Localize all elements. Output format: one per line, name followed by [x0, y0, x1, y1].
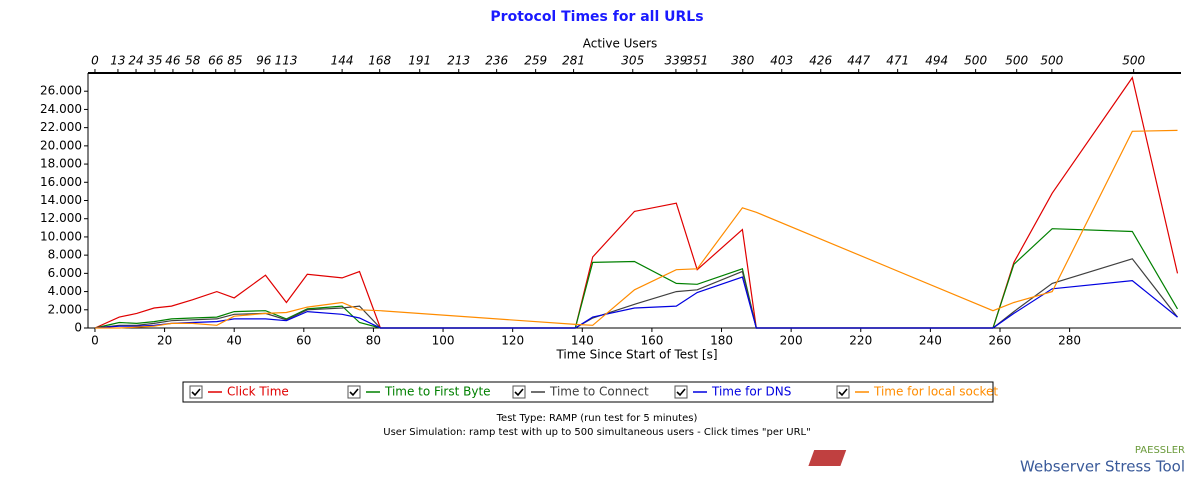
- top-tick-label: 500: [1122, 54, 1145, 68]
- x-tick-label: 60: [296, 334, 311, 348]
- top-tick-label: 403: [770, 54, 793, 68]
- top-tick-label: 236: [485, 54, 508, 68]
- top-tick-label: 0: [91, 54, 99, 68]
- x-tick-label: 160: [640, 334, 663, 348]
- logo: PAESSLER Webserver Stress Tool: [808, 445, 1185, 476]
- top-tick-label: 281: [562, 54, 585, 68]
- legend-label: Time for DNS: [711, 385, 791, 399]
- top-tick-label: 144: [331, 54, 354, 68]
- top-tick-label: 305: [621, 54, 644, 68]
- top-axis-title: Active Users: [583, 37, 658, 51]
- y-tick-label: 0: [74, 321, 82, 335]
- series-line: [95, 259, 1178, 328]
- legend-label: Time to First Byte: [384, 385, 491, 399]
- y-tick-label: 22.000: [40, 120, 82, 134]
- y-tick-label: 12.000: [40, 211, 82, 225]
- footnote: User Simulation: ramp test with up to 50…: [383, 427, 810, 438]
- top-tick-label: 113: [275, 54, 298, 68]
- legend-label: Time for local socket: [873, 385, 998, 399]
- x-tick-label: 80: [366, 334, 381, 348]
- x-axis-title: Time Since Start of Test [s]: [555, 348, 717, 362]
- x-tick-label: 100: [432, 334, 455, 348]
- top-tick-label: 24: [128, 54, 143, 68]
- series-line: [95, 130, 1178, 328]
- x-tick-label: 220: [849, 334, 872, 348]
- legend-checkbox[interactable]: [837, 386, 849, 398]
- x-tick-label: 20: [157, 334, 172, 348]
- top-tick-label: 168: [368, 54, 391, 68]
- series-line: [95, 78, 1178, 328]
- brand: PAESSLER: [1135, 445, 1185, 456]
- top-tick-label: 259: [524, 54, 547, 68]
- x-tick-label: 140: [571, 334, 594, 348]
- x-tick-label: 0: [91, 334, 99, 348]
- logo-icon: [808, 450, 846, 466]
- top-tick-label: 426: [809, 54, 832, 68]
- y-tick-label: 10.000: [40, 229, 82, 243]
- y-tick-label: 2.000: [48, 302, 82, 316]
- top-tick-label: 339: [664, 54, 687, 68]
- top-tick-label: 500: [1005, 54, 1028, 68]
- y-tick-label: 18.000: [40, 157, 82, 171]
- x-tick-label: 180: [710, 334, 733, 348]
- x-tick-label: 280: [1058, 334, 1081, 348]
- y-tick-label: 6.000: [48, 266, 82, 280]
- y-tick-label: 16.000: [40, 175, 82, 189]
- chart-title: Protocol Times for all URLs: [490, 9, 703, 25]
- legend-checkbox[interactable]: [348, 386, 360, 398]
- y-tick-label: 20.000: [40, 138, 82, 152]
- footnote: Test Type: RAMP (run test for 5 minutes): [496, 413, 698, 424]
- top-tick-label: 447: [847, 54, 870, 68]
- top-tick-label: 380: [731, 54, 754, 68]
- top-tick-label: 96: [256, 54, 272, 68]
- top-tick-label: 46: [165, 54, 181, 68]
- legend-checkbox[interactable]: [513, 386, 525, 398]
- legend-checkbox[interactable]: [675, 386, 687, 398]
- y-tick-label: 8.000: [48, 248, 82, 262]
- x-tick-label: 200: [780, 334, 803, 348]
- top-tick-label: 500: [964, 54, 987, 68]
- x-tick-label: 260: [989, 334, 1012, 348]
- y-tick-label: 26.000: [40, 84, 82, 98]
- top-tick-label: 191: [408, 54, 431, 68]
- top-tick-label: 66: [208, 54, 224, 68]
- product: Webserver Stress Tool: [1020, 458, 1185, 476]
- y-tick-label: 4.000: [48, 284, 82, 298]
- top-tick-label: 13: [110, 54, 125, 68]
- top-tick-label: 35: [147, 54, 162, 68]
- chart: Protocol Times for all URLs Active Users…: [0, 0, 1195, 483]
- x-tick-label: 40: [227, 334, 242, 348]
- legend-label: Time to Connect: [549, 385, 649, 399]
- top-tick-label: 351: [685, 54, 708, 68]
- x-tick-label: 120: [501, 334, 524, 348]
- legend-label: Click Time: [227, 385, 289, 399]
- top-tick-label: 213: [447, 54, 470, 68]
- top-tick-label: 500: [1040, 54, 1063, 68]
- top-tick-label: 494: [925, 54, 948, 68]
- top-tick-label: 58: [185, 54, 201, 68]
- top-tick-label: 85: [227, 54, 242, 68]
- y-tick-label: 14.000: [40, 193, 82, 207]
- top-tick-label: 471: [886, 54, 909, 68]
- y-tick-label: 24.000: [40, 102, 82, 116]
- legend-checkbox[interactable]: [190, 386, 202, 398]
- x-tick-label: 240: [919, 334, 942, 348]
